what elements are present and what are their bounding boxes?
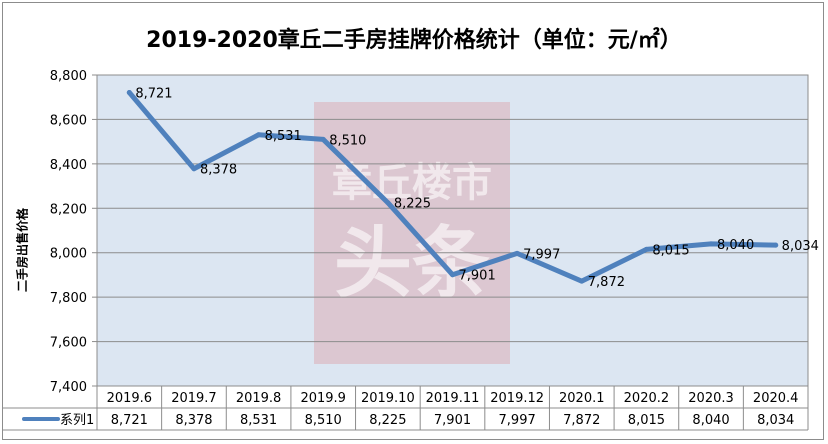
table-value: 8,531 [240,413,277,428]
data-point [126,90,132,96]
x-tick-label: 2019.6 [107,391,153,406]
data-point [385,200,391,206]
data-point [514,250,520,256]
x-tick-label: 2020.4 [753,391,799,406]
x-tick-label: 2020.3 [688,391,734,406]
table-value: 8,015 [628,413,665,428]
data-point [191,166,197,172]
y-tick-label: 8,800 [50,69,87,84]
y-tick-label: 7,600 [50,336,87,351]
data-label: 7,872 [588,275,625,290]
data-point [643,246,649,252]
x-tick-label: 2019.9 [300,391,346,406]
legend-label: 系列1 [60,413,94,428]
table-value: 8,225 [369,413,406,428]
table-value: 8,510 [305,413,342,428]
y-tick-label: 8,200 [50,202,87,217]
plot-area [96,74,809,387]
x-tick-label: 2020.1 [559,391,605,406]
y-tick-label: 8,600 [50,113,87,128]
watermark-text-bottom: 头条 [334,219,490,309]
y-tick-label: 8,400 [50,158,87,173]
table-value: 8,721 [111,413,148,428]
data-point [256,132,262,138]
y-tick-label: 8,000 [50,247,87,262]
data-point [708,241,714,247]
table-value: 8,034 [757,413,794,428]
data-label: 8,531 [265,129,302,144]
x-tick-label: 2019.12 [490,391,544,406]
chart-title: 2019-2020章丘二手房挂牌价格统计（单位：元/㎡） [146,28,682,53]
data-point [579,278,585,284]
table-value: 8,378 [175,413,212,428]
data-label: 8,015 [652,243,689,258]
y-tick-label: 7,400 [50,380,87,395]
watermark-text-top: 章丘楼市 [332,160,492,206]
table-value: 7,901 [434,413,471,428]
data-label: 8,721 [135,87,172,102]
x-tick-label: 2020.2 [624,391,670,406]
data-label: 8,034 [782,239,819,254]
data-point [320,136,326,142]
x-tick-label: 2019.8 [236,391,282,406]
data-label: 8,510 [329,133,366,148]
data-label: 7,901 [459,269,496,284]
y-tick-label: 7,800 [50,291,87,306]
x-tick-label: 2019.10 [361,391,415,406]
data-label: 7,997 [523,247,560,262]
data-label: 8,040 [717,238,754,253]
data-point [773,242,779,248]
table-value: 8,040 [692,413,729,428]
data-point [450,272,455,278]
chart-frame [2,2,824,440]
data-label: 8,378 [200,163,237,178]
x-tick-label: 2019.11 [426,391,480,406]
x-tick-label: 2019.7 [171,391,217,406]
data-label: 8,225 [394,197,431,212]
table-value: 7,872 [563,413,600,428]
table-value: 7,997 [499,413,536,428]
